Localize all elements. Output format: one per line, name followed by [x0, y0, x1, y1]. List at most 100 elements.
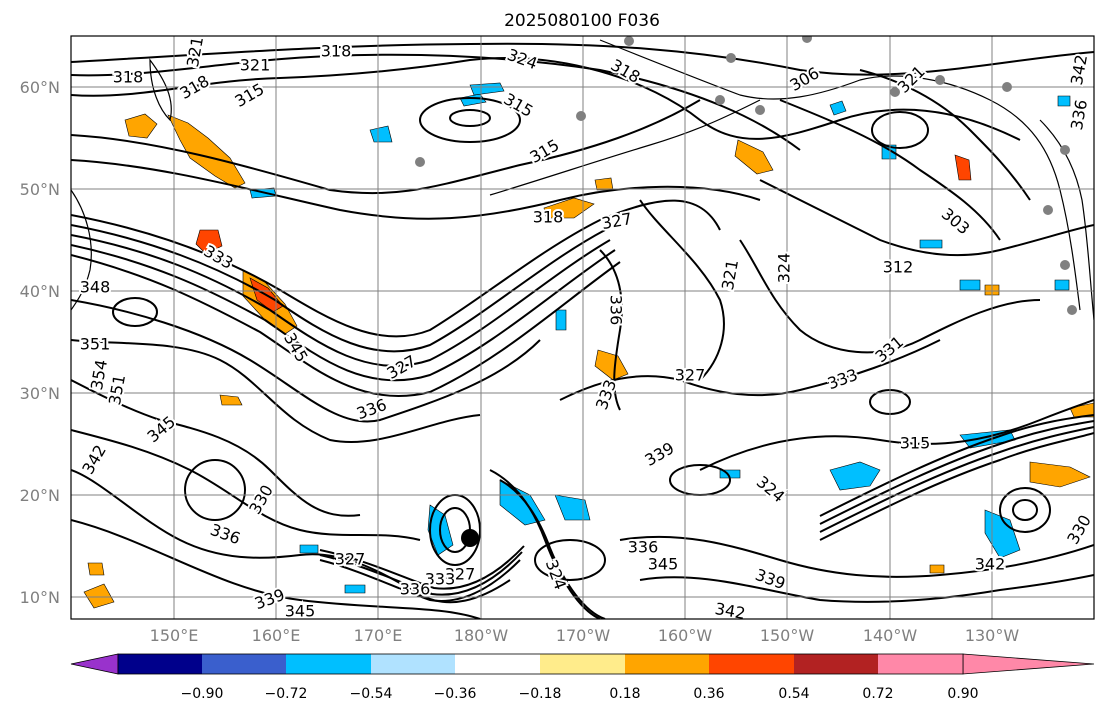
lon-label: 140°W	[863, 626, 918, 645]
station-dot	[1067, 305, 1077, 315]
contour-line	[71, 53, 801, 151]
lon-label: 180°W	[454, 626, 509, 645]
contour-label: 336	[607, 295, 626, 326]
lat-label: 60°N	[20, 78, 60, 97]
colorbar-tick-label: −0.54	[350, 686, 393, 702]
colorbar-tick-label: 0.72	[862, 686, 893, 702]
colorbar-segment	[455, 654, 540, 674]
shade-patch-positive	[929, 564, 945, 574]
shade-patch-negative	[554, 494, 591, 521]
contour-line	[71, 244, 616, 382]
colorbar-tick-label: 0.36	[693, 686, 724, 702]
contour-line	[71, 339, 481, 444]
shade-patch-negative	[984, 509, 1021, 559]
station-dot	[1060, 145, 1070, 155]
station-dot	[1060, 260, 1070, 270]
contour-line	[699, 399, 1094, 471]
shade-patch-negative	[555, 309, 567, 331]
contour-line	[319, 545, 525, 590]
colorbar-segment	[625, 654, 709, 674]
contour-line	[71, 519, 481, 619]
storm-center	[461, 529, 479, 547]
contour-line	[71, 299, 541, 423]
contour-label: 336	[628, 538, 659, 557]
colorbar-extend-min	[70, 653, 119, 675]
lon-label: 150°W	[760, 626, 815, 645]
contour-closed	[112, 297, 158, 327]
lat-label: 50°N	[20, 180, 60, 199]
station-dot	[624, 36, 634, 46]
shade-patch-negative	[919, 239, 943, 249]
colorbar-segment	[540, 654, 625, 674]
omega-shading	[83, 82, 1094, 609]
shade-patch-negative	[1054, 279, 1070, 291]
contour-label: 321	[240, 56, 271, 75]
contour-label: 327	[445, 565, 476, 584]
station-dot	[576, 111, 586, 121]
contour-label: 333	[425, 570, 456, 589]
contour-line	[819, 426, 1094, 533]
contour-line	[819, 420, 1094, 525]
contour-label: 312	[883, 258, 914, 277]
contour-label: 342	[713, 599, 746, 623]
contour-line	[71, 159, 761, 220]
contour-closed	[871, 111, 929, 149]
contour-line	[319, 551, 523, 596]
contour-closed	[999, 487, 1051, 533]
lon-label: 150°E	[150, 626, 199, 645]
shade-patch-negative	[829, 461, 881, 491]
contour-label: 321	[718, 258, 742, 291]
lat-label: 10°N	[20, 588, 60, 607]
colorbar: −0.90 −0.72 −0.54 −0.36 −0.18 0.18 0.36 …	[70, 653, 1095, 702]
station-dot	[1043, 205, 1053, 215]
shade-patch-positive	[1069, 402, 1094, 418]
lon-label: 160°W	[658, 626, 713, 645]
contour-label: 342	[975, 555, 1006, 574]
colorbar-tick-label: −0.36	[434, 686, 477, 702]
contour-line	[559, 339, 941, 401]
shade-patch-positive	[543, 197, 595, 219]
contour-closed	[534, 539, 606, 581]
shade-patch-positive	[219, 394, 243, 406]
contour-line	[779, 99, 1001, 241]
lon-label: 170°E	[354, 626, 403, 645]
contour-line	[71, 199, 721, 338]
lon-label: 130°W	[965, 626, 1020, 645]
shade-patch-positive	[124, 113, 158, 139]
colorbar-tick-label: 0.90	[947, 686, 978, 702]
colorbar-tick-label: 0.18	[609, 686, 640, 702]
contour-line	[71, 234, 611, 367]
shade-patch-positive	[954, 154, 972, 181]
shade-patch-positive	[83, 583, 115, 609]
contour-line	[319, 559, 521, 602]
shade-patch-negative	[459, 93, 487, 107]
station-dot	[890, 87, 900, 97]
colorbar-tick-label: −0.90	[181, 686, 224, 702]
contour-label: 327	[675, 366, 706, 385]
contour-line	[619, 535, 1094, 578]
contour-closed	[449, 109, 491, 127]
shade-patch-negative	[299, 544, 319, 554]
contour-label: 348	[80, 278, 111, 297]
colorbar-segment	[794, 654, 878, 674]
contour-line	[71, 429, 421, 541]
colorbar-segment	[286, 654, 371, 674]
contour-line	[739, 239, 1041, 354]
shade-patch-negative	[344, 584, 366, 594]
colorbar-tick-label: −0.72	[265, 686, 308, 702]
contour-line	[71, 57, 1021, 141]
contour-label: 318	[113, 68, 144, 87]
colorbar-segment	[878, 654, 963, 674]
contour-closed	[419, 97, 521, 143]
shade-patch-positive	[87, 562, 105, 576]
station-markers	[415, 36, 1077, 547]
latitude-labels: 60°N 50°N 40°N 30°N 20°N 10°N	[20, 78, 60, 607]
lon-label: 170°W	[556, 626, 611, 645]
contour-line	[639, 199, 725, 381]
contour-line	[599, 249, 623, 411]
contour-label: 327	[335, 550, 366, 569]
longitude-labels: 150°E 160°E 170°E 180°W 170°W 160°W 150°…	[150, 626, 1020, 645]
contour-label: 318	[533, 208, 564, 227]
